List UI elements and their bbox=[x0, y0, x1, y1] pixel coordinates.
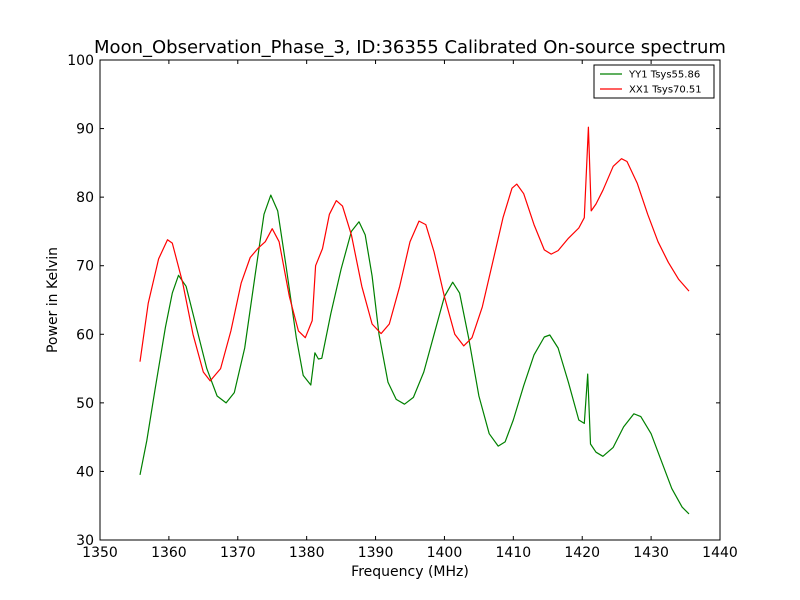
x-tick-label: 1360 bbox=[151, 545, 187, 561]
x-tick-label: 1430 bbox=[633, 545, 669, 561]
x-tick-label: 1390 bbox=[358, 545, 394, 561]
x-tick-label: 1350 bbox=[82, 545, 118, 561]
y-tick-label: 70 bbox=[76, 259, 94, 275]
chart-title: Moon_Observation_Phase_3, ID:36355 Calib… bbox=[94, 37, 726, 58]
legend: YY1 Tsys55.86 XX1 Tsys70.51 bbox=[593, 64, 715, 99]
series-line-yy1 bbox=[139, 194, 690, 515]
y-tick-label: 40 bbox=[76, 464, 94, 480]
x-axis-label: Frequency (MHz) bbox=[351, 564, 469, 580]
plot-area bbox=[139, 126, 690, 515]
y-tick-label: 60 bbox=[76, 327, 94, 343]
y-tick-label: 80 bbox=[76, 190, 94, 206]
legend-label-yy1: YY1 Tsys55.86 bbox=[628, 70, 700, 81]
legend-box bbox=[593, 64, 715, 99]
axis-ticks: 1350 1360 1370 1380 1390 1400 1410 1420 1430 1440… bbox=[67, 53, 738, 561]
x-tick-label: 1410 bbox=[496, 545, 532, 561]
series-line-xx1 bbox=[139, 126, 690, 382]
x-tick-label: 1370 bbox=[220, 545, 256, 561]
y-tick-label: 50 bbox=[76, 396, 94, 412]
x-tick-label: 1440 bbox=[702, 545, 738, 561]
y-tick-label: 90 bbox=[76, 122, 94, 138]
plot-frame bbox=[99, 59, 721, 541]
x-tick-label: 1400 bbox=[427, 545, 463, 561]
x-tick-label: 1420 bbox=[564, 545, 600, 561]
y-tick-label: 100 bbox=[67, 53, 94, 69]
y-tick-label: 30 bbox=[76, 533, 94, 549]
legend-label-xx1: XX1 Tsys70.51 bbox=[629, 85, 702, 96]
x-tick-label: 1380 bbox=[289, 545, 325, 561]
y-axis-label: Power in Kelvin bbox=[45, 247, 61, 353]
